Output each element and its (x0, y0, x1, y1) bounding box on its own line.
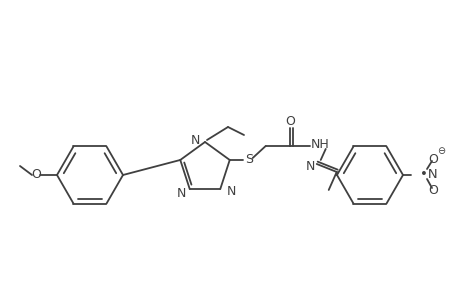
Text: ⊖: ⊖ (436, 146, 444, 156)
Text: N: N (226, 184, 235, 197)
Text: O: O (284, 116, 294, 128)
Text: NH: NH (310, 139, 328, 152)
Text: N: N (176, 187, 185, 200)
Text: S: S (244, 154, 252, 166)
Text: •N: •N (419, 169, 437, 182)
Text: O: O (427, 152, 437, 166)
Text: O: O (31, 169, 41, 182)
Text: N: N (190, 134, 200, 146)
Text: N: N (305, 160, 314, 173)
Text: O: O (427, 184, 437, 196)
